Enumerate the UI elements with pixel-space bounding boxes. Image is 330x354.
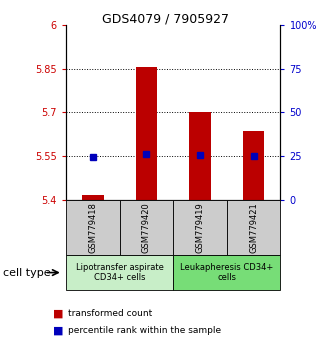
- FancyBboxPatch shape: [173, 200, 227, 255]
- Bar: [189, 113, 211, 200]
- Text: ■: ■: [53, 326, 63, 336]
- Text: GSM779418: GSM779418: [88, 202, 97, 253]
- Text: Lipotransfer aspirate
CD34+ cells: Lipotransfer aspirate CD34+ cells: [76, 263, 164, 282]
- Text: percentile rank within the sample: percentile rank within the sample: [68, 326, 221, 336]
- Text: GDS4079 / 7905927: GDS4079 / 7905927: [102, 12, 228, 25]
- Text: cell type: cell type: [3, 268, 51, 278]
- Text: GSM779420: GSM779420: [142, 202, 151, 253]
- Bar: [243, 131, 264, 200]
- Bar: [82, 195, 104, 200]
- FancyBboxPatch shape: [119, 200, 173, 255]
- FancyBboxPatch shape: [66, 255, 173, 290]
- FancyBboxPatch shape: [227, 200, 280, 255]
- Text: GSM779421: GSM779421: [249, 202, 258, 253]
- Text: ■: ■: [53, 308, 63, 318]
- FancyBboxPatch shape: [66, 200, 119, 255]
- Bar: [136, 67, 157, 200]
- Text: Leukapheresis CD34+
cells: Leukapheresis CD34+ cells: [180, 263, 274, 282]
- FancyBboxPatch shape: [173, 255, 280, 290]
- Text: GSM779419: GSM779419: [196, 202, 205, 253]
- Text: transformed count: transformed count: [68, 309, 152, 318]
